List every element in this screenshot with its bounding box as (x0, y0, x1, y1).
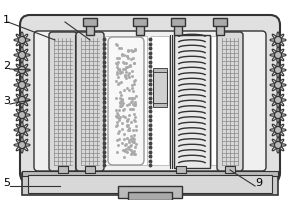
Bar (153, 70, 167, 105)
Polygon shape (270, 47, 286, 63)
Bar (171, 18, 185, 26)
Circle shape (274, 66, 281, 73)
FancyBboxPatch shape (20, 15, 280, 183)
Bar (118, 186, 182, 198)
Circle shape (19, 112, 26, 118)
Bar (174, 35, 210, 168)
Polygon shape (270, 32, 286, 48)
FancyBboxPatch shape (76, 32, 104, 171)
Polygon shape (14, 92, 30, 108)
Circle shape (274, 97, 281, 104)
Bar (225, 166, 235, 173)
Circle shape (19, 66, 26, 73)
Bar (28, 175, 272, 193)
Polygon shape (14, 62, 30, 78)
Bar (85, 166, 95, 173)
Polygon shape (14, 47, 30, 63)
Bar (136, 21, 144, 35)
Bar (86, 21, 94, 35)
Bar (151, 36, 169, 165)
Text: 9: 9 (255, 178, 262, 188)
Text: 2: 2 (3, 61, 10, 71)
Bar (83, 18, 97, 26)
Circle shape (274, 51, 281, 58)
Text: 3: 3 (3, 96, 10, 106)
Bar (105, 36, 147, 165)
FancyBboxPatch shape (217, 32, 243, 171)
Polygon shape (14, 32, 30, 48)
Bar (153, 103, 167, 107)
Polygon shape (14, 137, 30, 153)
Circle shape (274, 142, 281, 148)
Polygon shape (270, 77, 286, 93)
Text: 1: 1 (3, 15, 10, 25)
Circle shape (19, 36, 26, 44)
FancyBboxPatch shape (108, 37, 144, 165)
Bar (22, 173, 278, 195)
Bar (174, 21, 182, 35)
Circle shape (19, 127, 26, 134)
Bar (213, 18, 227, 26)
Circle shape (274, 82, 281, 88)
Circle shape (19, 82, 26, 88)
Bar (176, 166, 186, 173)
Polygon shape (270, 137, 286, 153)
Bar (22, 171, 278, 176)
Bar (133, 18, 147, 26)
Bar (211, 36, 219, 165)
Polygon shape (270, 62, 286, 78)
Bar (216, 21, 224, 35)
Circle shape (274, 127, 281, 134)
Polygon shape (14, 77, 30, 93)
FancyBboxPatch shape (34, 31, 266, 171)
Circle shape (19, 142, 26, 148)
Bar (153, 68, 167, 72)
Polygon shape (270, 107, 286, 123)
Bar (128, 192, 172, 200)
Polygon shape (270, 122, 286, 138)
Circle shape (274, 36, 281, 44)
Text: 5: 5 (3, 178, 10, 188)
Polygon shape (14, 122, 30, 138)
Circle shape (19, 97, 26, 104)
Polygon shape (14, 107, 30, 123)
Circle shape (274, 112, 281, 118)
Polygon shape (270, 92, 286, 108)
Bar (58, 166, 68, 173)
FancyBboxPatch shape (49, 32, 77, 171)
Circle shape (19, 51, 26, 58)
